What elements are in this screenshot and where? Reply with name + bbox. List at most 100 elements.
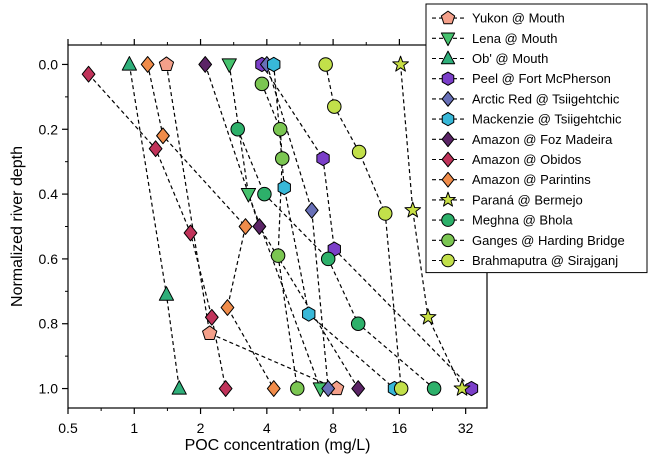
data-point <box>393 381 409 396</box>
data-point <box>290 381 305 396</box>
legend-label: Amazon @ Foz Madeira <box>472 132 613 147</box>
legend-marker <box>440 32 456 47</box>
x-tick-label: 1 <box>130 420 138 436</box>
data-point <box>277 179 291 196</box>
series-line <box>228 64 321 389</box>
series-line <box>128 64 180 389</box>
data-point <box>316 150 330 167</box>
series-line <box>237 129 435 390</box>
series-line <box>266 64 329 389</box>
legend-marker <box>441 253 455 268</box>
data-point <box>148 140 163 158</box>
data-point <box>183 224 198 242</box>
y-axis-title: Normalized river depth <box>9 146 26 307</box>
legend-label: Brahmaputra @ Sirajganj <box>472 253 618 268</box>
data-point <box>404 201 422 218</box>
x-tick-label: 16 <box>392 420 408 436</box>
data-point <box>272 122 288 137</box>
x-tick-label: 8 <box>329 420 337 436</box>
legend-marker <box>441 91 455 107</box>
legend-label: Amazon @ Parintins <box>472 172 591 187</box>
data-point <box>158 56 175 72</box>
series-line <box>273 64 395 390</box>
y-tick-label: 0.8 <box>39 316 59 332</box>
y-tick-label: 1.0 <box>39 381 59 397</box>
legend-marker <box>441 71 455 86</box>
legend-label: Yukon @ Mouth <box>472 11 565 26</box>
legend-label: Amazon @ Obidos <box>472 152 582 167</box>
legend-label: Lena @ Mouth <box>472 31 557 46</box>
data-point <box>121 56 137 71</box>
data-point <box>464 380 479 397</box>
data-point <box>254 76 270 92</box>
series-line <box>165 64 337 390</box>
legend-marker <box>441 233 455 248</box>
data-point <box>240 187 257 203</box>
data-point <box>426 381 442 396</box>
series-line <box>261 64 472 389</box>
legend-label: Mackenzie @ Tsiigehtchic <box>472 112 622 127</box>
x-tick-label: 32 <box>458 420 474 436</box>
data-point <box>351 144 367 160</box>
y-tick-label: 0.6 <box>39 251 59 267</box>
legend-marker <box>441 151 455 168</box>
data-point <box>302 306 316 322</box>
data-point <box>321 380 336 397</box>
data-point <box>453 379 471 396</box>
data-point <box>392 55 409 72</box>
data-point <box>204 308 219 326</box>
data-point <box>238 218 253 235</box>
data-point <box>318 57 333 72</box>
series-line <box>88 73 227 389</box>
data-point <box>252 218 267 235</box>
y-axis: 0.0 0.2 0.4 0.6 0.8 1.0 <box>39 56 68 397</box>
legend-marker <box>440 10 456 25</box>
data-point <box>350 316 366 331</box>
data-point <box>351 380 366 397</box>
legend-marker <box>441 171 455 188</box>
y-tick-label: 0.2 <box>39 121 59 137</box>
legend-marker <box>441 111 455 127</box>
x-tick-label: 2 <box>197 420 205 436</box>
legend-marker <box>441 131 455 148</box>
data-point <box>377 206 393 221</box>
legend-label: Ob' @ Mouth <box>472 51 548 66</box>
data-point <box>257 186 272 202</box>
data-point <box>230 122 245 137</box>
data-point <box>81 65 96 83</box>
series-line <box>399 64 463 389</box>
x-axis-title: POC concentration (mg/L) <box>185 437 371 454</box>
legend-label: Paraná @ Bermejo <box>472 192 583 207</box>
legend-marker <box>440 50 456 65</box>
legend-label: Meghna @ Bhola <box>472 213 573 228</box>
legend-label: Peel @ Fort McPherson <box>472 71 611 86</box>
data-point <box>270 248 286 263</box>
legend-marker <box>440 191 456 207</box>
series-lines <box>88 64 472 390</box>
data-point <box>158 286 175 301</box>
legend-label: Arctic Red @ Tsiigehtchic <box>472 91 620 106</box>
data-point <box>267 56 281 73</box>
legend: Yukon @ Mouth Lena @ Mouth Ob' @ Mouth Peel… <box>425 3 648 274</box>
data-point <box>220 299 235 316</box>
data-point <box>304 201 319 219</box>
data-point <box>327 99 342 114</box>
data-point <box>419 308 437 325</box>
y-tick-label: 0.0 <box>39 56 59 72</box>
legend-marker <box>441 213 455 227</box>
data-point <box>140 56 155 73</box>
series-markers <box>81 55 479 397</box>
data-point <box>171 380 187 395</box>
data-point <box>275 151 290 166</box>
data-point <box>156 127 170 145</box>
data-point <box>266 380 281 397</box>
x-tick-label: 0.5 <box>58 420 78 436</box>
data-point <box>202 325 218 341</box>
legend-label: Ganges @ Harding Bridge <box>472 233 625 248</box>
x-tick-label: 4 <box>263 420 271 436</box>
data-point <box>221 58 237 73</box>
y-tick-label: 0.4 <box>39 186 59 202</box>
data-point <box>218 380 233 397</box>
data-point <box>320 251 336 267</box>
